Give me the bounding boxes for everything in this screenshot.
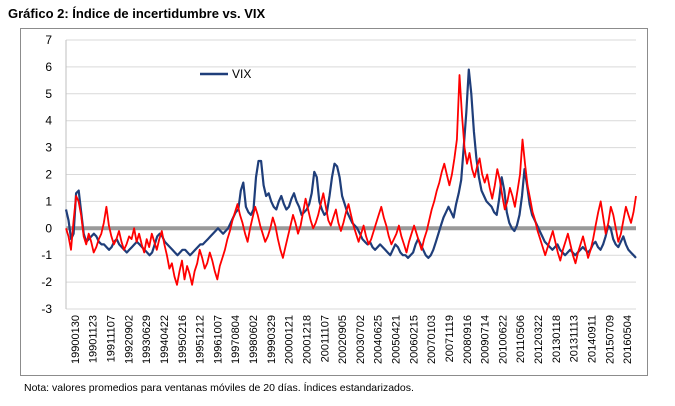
x-tick-label: 20040625 (373, 315, 385, 364)
x-tick-label: 20090714 (480, 315, 492, 364)
x-tick-label: 19940422 (159, 315, 171, 364)
x-tick-label: 20160504 (622, 315, 634, 364)
x-tick-label: 19951212 (195, 315, 207, 364)
gridlines (66, 39, 636, 310)
x-tick-label: 19920902 (123, 315, 135, 364)
x-tick-label: 20080916 (462, 315, 474, 364)
x-tick-label: 20011107 (319, 315, 331, 362)
x-tick-label: 19950216 (177, 315, 189, 364)
y-tick-label: 7 (45, 33, 52, 47)
series-uncertainty-line (65, 74, 637, 286)
chart-note: Nota: valores promedios para ventanas mó… (24, 382, 414, 394)
x-tick-label: 20140911 (586, 315, 598, 363)
y-tick-label: 3 (45, 141, 52, 155)
x-axis: 19900130 19901123 19911107 19920902 19930629… (70, 315, 634, 364)
chart-frame (20, 28, 648, 376)
y-tick-label: 1 (45, 194, 52, 208)
x-tick-label: 20001218 (301, 315, 313, 364)
legend-vix-label: VIX (232, 67, 251, 81)
x-tick-label: 20000121 (284, 315, 296, 364)
x-tick-label: 20071119 (444, 315, 456, 362)
x-tick-label: 20070103 (426, 315, 438, 364)
y-tick-label: -3 (41, 302, 52, 316)
x-tick-label: 20060215 (408, 315, 420, 364)
x-tick-label: 19980602 (248, 315, 260, 364)
x-tick-label: 20100622 (497, 315, 509, 364)
y-tick-label: -1 (41, 248, 52, 262)
x-tick-label: 20150709 (604, 315, 616, 364)
y-tick-label: 5 (45, 87, 52, 101)
x-tick-label: 20130118 (551, 315, 563, 363)
x-tick-label: 19990329 (266, 315, 278, 364)
x-tick-label: 20030702 (355, 315, 367, 364)
x-tick-label: 19961007 (212, 315, 224, 364)
legend: VIX (200, 67, 251, 81)
x-tick-label: 19970804 (230, 315, 242, 364)
x-tick-label: 19930629 (141, 315, 153, 364)
series-lines (64, 68, 637, 286)
chart-title: Gráfico 2: Índice de incertidumbre vs. V… (8, 6, 266, 21)
y-axis: -3 -2 -1 0 1 2 3 4 5 6 7 (41, 33, 67, 316)
y-tick-label: 4 (45, 114, 52, 128)
x-tick-label: 19901123 (88, 315, 100, 363)
y-tick-label: -2 (41, 275, 52, 289)
x-tick-label: 20050421 (391, 315, 403, 364)
x-tick-label: 19911107 (106, 315, 118, 362)
x-tick-label: 20120322 (533, 315, 545, 364)
x-tick-label: 19900130 (70, 315, 82, 364)
x-tick-label: 20110506 (515, 315, 527, 363)
y-tick-label: 6 (45, 60, 52, 74)
x-tick-label: 20131113 (569, 315, 581, 362)
y-tick-label: 2 (45, 168, 52, 182)
x-tick-label: 20020905 (337, 315, 349, 364)
y-tick-label: 0 (45, 221, 52, 235)
